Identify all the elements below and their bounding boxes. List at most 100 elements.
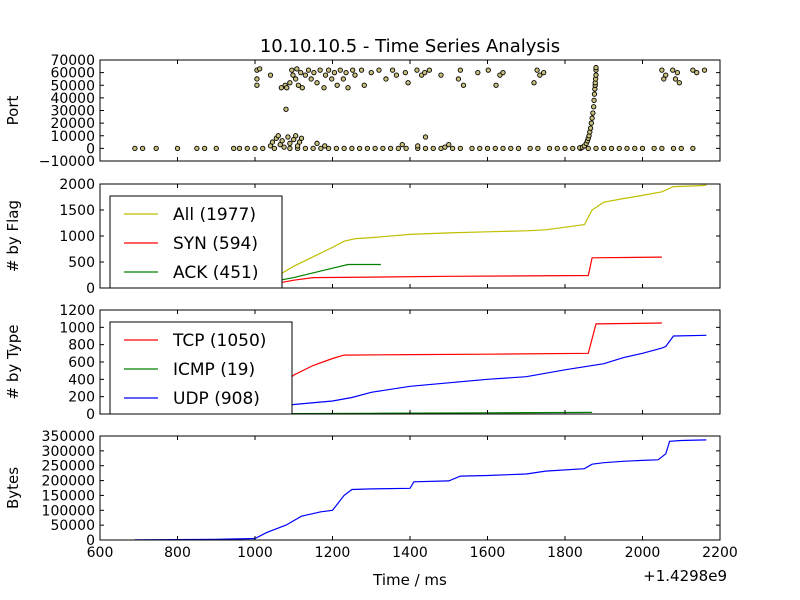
- scatter-point: [484, 145, 491, 152]
- scatter-point: [281, 144, 287, 150]
- scatter-point: [593, 64, 599, 71]
- panel-1: 700006000050000400003000020000100000−100…: [4, 53, 721, 170]
- scatter-point: [305, 67, 312, 73]
- y-tick-label: 2000: [59, 177, 95, 193]
- scatter-point: [213, 145, 219, 152]
- scatter-point: [659, 145, 665, 152]
- x-tick-label: 1400: [392, 545, 428, 561]
- scatter-point: [541, 69, 547, 76]
- plot-area: [132, 64, 708, 152]
- scatter-point: [670, 67, 676, 73]
- scatter-point: [554, 145, 560, 152]
- scatter-point: [361, 82, 367, 88]
- scatter-point: [632, 145, 638, 152]
- legend-label: TCP (1050): [172, 331, 266, 351]
- scatter-point: [284, 85, 290, 91]
- scatter-point: [402, 69, 408, 76]
- scatter-point: [537, 72, 543, 78]
- scatter-point: [690, 67, 696, 73]
- y-tick-label: 800: [68, 338, 95, 354]
- scatter-point: [460, 82, 467, 88]
- scatter-point: [299, 85, 305, 91]
- scatter-point: [430, 145, 436, 152]
- scatter-point: [663, 72, 669, 78]
- scatter-point: [349, 145, 355, 152]
- scatter-point: [672, 76, 679, 82]
- legend: TCP (1050) ICMP (19) UDP (908): [109, 321, 293, 415]
- scatter-point: [587, 125, 594, 131]
- scatter-point: [616, 145, 622, 152]
- y-tick-label: −10000: [39, 154, 95, 170]
- scatter-point: [475, 69, 481, 76]
- legend-label: ICMP (19): [173, 360, 255, 380]
- y-tick-label: 0: [86, 533, 95, 549]
- y-tick-label: 0: [86, 281, 95, 297]
- scatter-point: [422, 134, 429, 140]
- y-tick-label: 150000: [42, 488, 95, 504]
- scatter-point: [690, 145, 696, 152]
- scatter-point: [676, 80, 682, 86]
- y-tick-label: 20000: [50, 116, 95, 132]
- scatter-point: [194, 145, 200, 152]
- scatter-point: [593, 72, 599, 78]
- legend-label: UDP (908): [173, 389, 260, 409]
- scatter-point: [287, 80, 293, 86]
- scatter-point: [570, 145, 576, 152]
- scatter-point: [314, 80, 320, 86]
- legend-label: All (1977): [173, 205, 256, 225]
- scatter-point: [252, 145, 258, 152]
- scatter-point: [591, 104, 597, 110]
- scatter-point: [254, 76, 260, 82]
- scatter-point: [508, 145, 514, 152]
- scatter-point: [585, 145, 591, 152]
- scatter-point: [295, 82, 302, 88]
- y-tick-label: 40000: [50, 91, 95, 107]
- scatter-point: [337, 67, 343, 73]
- scatter-point: [201, 145, 208, 152]
- scatter-point: [368, 69, 374, 76]
- scatter-point: [349, 67, 356, 73]
- scatter-point: [389, 67, 396, 73]
- x-offset-label: +1.4298e9: [643, 567, 727, 585]
- scatter-point: [422, 69, 428, 76]
- y-tick-label: 600: [68, 355, 95, 371]
- scatter-point: [546, 145, 553, 152]
- scatter-point: [485, 67, 491, 73]
- y-axis-label: # by Flag: [4, 200, 22, 272]
- scatter-point: [493, 82, 499, 88]
- scatter-point: [399, 141, 405, 148]
- series-line: [134, 439, 707, 540]
- scatter-point: [321, 85, 327, 91]
- y-tick-label: 1000: [59, 320, 95, 336]
- scatter-point: [376, 67, 382, 73]
- figure-title: 10.10.10.5 - Time Series Analysis: [260, 36, 560, 57]
- scatter-point: [500, 145, 506, 152]
- scatter-point: [449, 145, 456, 152]
- scatter-point: [670, 145, 677, 152]
- scatter-point: [591, 97, 597, 104]
- scatter-point: [515, 145, 522, 152]
- legend-box: [109, 195, 283, 289]
- scatter-point: [285, 134, 291, 140]
- scatter-point: [457, 145, 464, 152]
- x-tick-label: 1000: [237, 545, 273, 561]
- scatter-point: [601, 145, 607, 152]
- scatter-point: [269, 139, 276, 145]
- scatter-point: [593, 145, 599, 152]
- y-tick-label: 70000: [50, 53, 95, 69]
- scatter-point: [340, 76, 346, 82]
- scatter-point: [308, 76, 314, 82]
- scatter-point: [457, 67, 464, 73]
- scatter-point: [275, 133, 281, 139]
- x-tick-label: 2000: [625, 545, 661, 561]
- y-tick-label: 0: [86, 407, 95, 423]
- scatter-point: [236, 145, 243, 152]
- scatter-point: [153, 145, 159, 152]
- scatter-point: [442, 144, 448, 150]
- scatter-point: [356, 145, 363, 152]
- scatter-point: [531, 80, 537, 86]
- y-axis-label: # by Type: [4, 325, 22, 400]
- scatter-point: [492, 145, 498, 152]
- x-tick-label: 2200: [702, 545, 738, 561]
